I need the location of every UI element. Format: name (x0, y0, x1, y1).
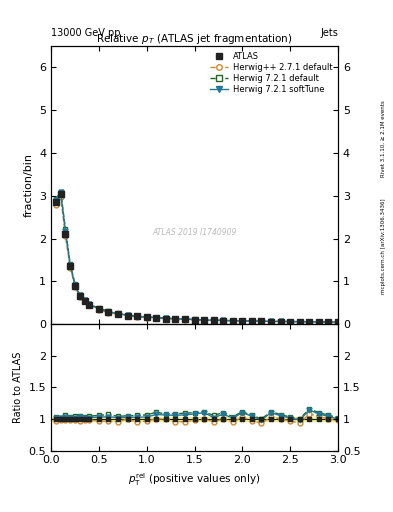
Text: 13000 GeV pp: 13000 GeV pp (51, 28, 121, 38)
Text: ATLAS 2019 I1740909: ATLAS 2019 I1740909 (152, 228, 237, 237)
Legend: ATLAS, Herwig++ 2.7.1 default, Herwig 7.2.1 default, Herwig 7.2.1 softTune: ATLAS, Herwig++ 2.7.1 default, Herwig 7.… (208, 50, 334, 96)
Bar (51, 417, 338, 421)
Text: Rivet 3.1.10, ≥ 2.1M events: Rivet 3.1.10, ≥ 2.1M events (381, 100, 386, 177)
X-axis label: $p_{\mathrm{T}}^{\mathrm{rel}}$ (positive values only): $p_{\mathrm{T}}^{\mathrm{rel}}$ (positiv… (129, 471, 261, 488)
Text: mcplots.cern.ch [arXiv:1306.3436]: mcplots.cern.ch [arXiv:1306.3436] (381, 198, 386, 293)
Bar (51, 418, 338, 419)
Y-axis label: Ratio to ATLAS: Ratio to ATLAS (13, 352, 23, 423)
Text: Jets: Jets (320, 28, 338, 38)
Y-axis label: fraction/bin: fraction/bin (24, 153, 33, 217)
Title: Relative $p_T$ (ATLAS jet fragmentation): Relative $p_T$ (ATLAS jet fragmentation) (96, 32, 293, 46)
